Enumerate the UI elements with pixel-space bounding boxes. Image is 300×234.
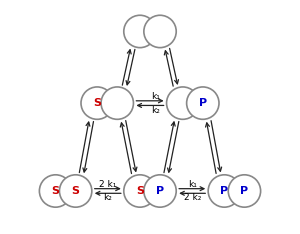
- Text: 2 k₁: 2 k₁: [99, 179, 116, 189]
- Text: P: P: [156, 186, 164, 196]
- Circle shape: [39, 175, 72, 207]
- Text: k₁: k₁: [151, 92, 160, 101]
- Circle shape: [144, 15, 176, 48]
- Text: P: P: [240, 186, 248, 196]
- Circle shape: [208, 175, 241, 207]
- Text: k₂: k₂: [103, 194, 112, 202]
- Text: k₂: k₂: [151, 106, 160, 115]
- Circle shape: [144, 175, 176, 207]
- Circle shape: [59, 175, 92, 207]
- Text: S: S: [93, 98, 101, 108]
- Circle shape: [187, 87, 219, 119]
- Circle shape: [124, 175, 156, 207]
- Text: 2 k₂: 2 k₂: [184, 194, 201, 202]
- Circle shape: [167, 87, 199, 119]
- Text: S: S: [72, 186, 80, 196]
- Circle shape: [101, 87, 134, 119]
- Circle shape: [228, 175, 261, 207]
- Text: S: S: [136, 186, 144, 196]
- Text: k₁: k₁: [188, 179, 197, 189]
- Text: S: S: [52, 186, 60, 196]
- Circle shape: [81, 87, 113, 119]
- Circle shape: [124, 15, 156, 48]
- Text: P: P: [220, 186, 228, 196]
- Text: P: P: [199, 98, 207, 108]
